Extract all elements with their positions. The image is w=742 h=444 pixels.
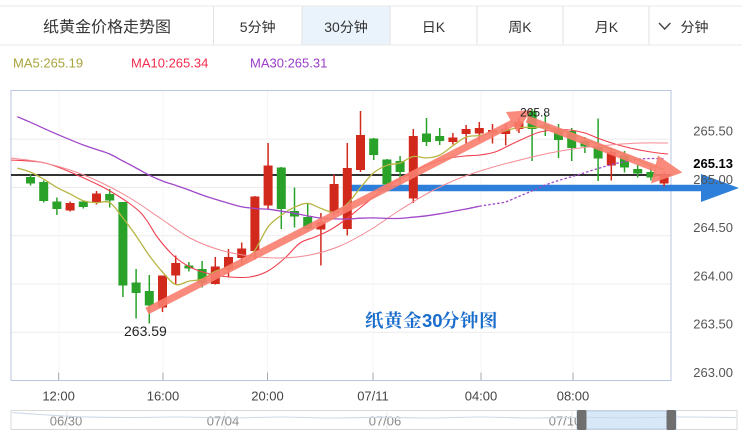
svg-text:265.13: 265.13 xyxy=(693,156,733,171)
svg-text:265.50: 265.50 xyxy=(693,124,733,139)
svg-text:16:00: 16:00 xyxy=(147,388,180,403)
svg-text:5: 5 xyxy=(240,19,248,35)
svg-text:06/30: 06/30 xyxy=(50,414,83,429)
svg-text:07/10: 07/10 xyxy=(549,414,582,429)
svg-text:265.00: 265.00 xyxy=(693,172,733,187)
svg-text:07/06: 07/06 xyxy=(369,414,402,429)
svg-text:08:00: 08:00 xyxy=(557,388,590,403)
svg-text:12:00: 12:00 xyxy=(42,388,75,403)
svg-text:MA5:265.19: MA5:265.19 xyxy=(13,56,83,71)
svg-text:K: K xyxy=(436,19,446,35)
svg-text:263.00: 263.00 xyxy=(693,365,733,380)
svg-text:263.50: 263.50 xyxy=(693,317,733,332)
svg-text:263.59: 263.59 xyxy=(124,323,167,339)
svg-text:K: K xyxy=(522,19,532,35)
svg-text:30: 30 xyxy=(422,310,443,331)
svg-text:30: 30 xyxy=(324,19,340,35)
svg-text:264.50: 264.50 xyxy=(693,220,733,235)
svg-text:07/04: 07/04 xyxy=(207,414,240,429)
svg-text:20:00: 20:00 xyxy=(251,388,284,403)
svg-text:MA30:265.31: MA30:265.31 xyxy=(250,56,327,71)
svg-text:MA10:265.34: MA10:265.34 xyxy=(131,56,208,71)
svg-text:07/11: 07/11 xyxy=(357,388,389,403)
svg-text:265.8: 265.8 xyxy=(520,106,550,120)
svg-text:04:00: 04:00 xyxy=(465,388,498,403)
svg-text:K: K xyxy=(609,19,619,35)
svg-text:264.00: 264.00 xyxy=(693,269,733,284)
